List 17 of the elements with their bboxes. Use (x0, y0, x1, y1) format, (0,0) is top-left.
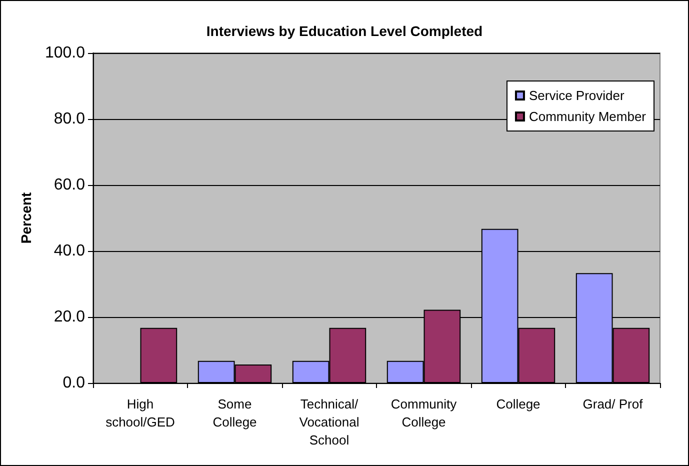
chart-title: Interviews by Education Level Completed (206, 23, 483, 39)
y-tick-label: 80.0 (54, 110, 86, 128)
x-tick-label: Grad/ Prof (582, 396, 644, 412)
x-tick-label: Some College (212, 396, 257, 430)
x-tick-label: College (496, 396, 540, 412)
y-tick-label: 40.0 (54, 242, 86, 260)
y-axis-title: Percent (18, 192, 34, 244)
x-tick-label: Technical/ Vocational School (299, 396, 360, 448)
legend-label: Community Member (528, 109, 647, 124)
y-tick-label: 0.0 (62, 374, 86, 392)
y-tick-label: 20.0 (54, 308, 86, 326)
legend-label: Service Provider (528, 88, 626, 103)
x-tick-label: High school/GED (106, 396, 175, 430)
y-tick-label: 60.0 (54, 176, 86, 194)
x-tick-label: Community College (390, 396, 458, 430)
y-tick-label: 100.0 (44, 44, 86, 62)
bar (140, 328, 178, 383)
